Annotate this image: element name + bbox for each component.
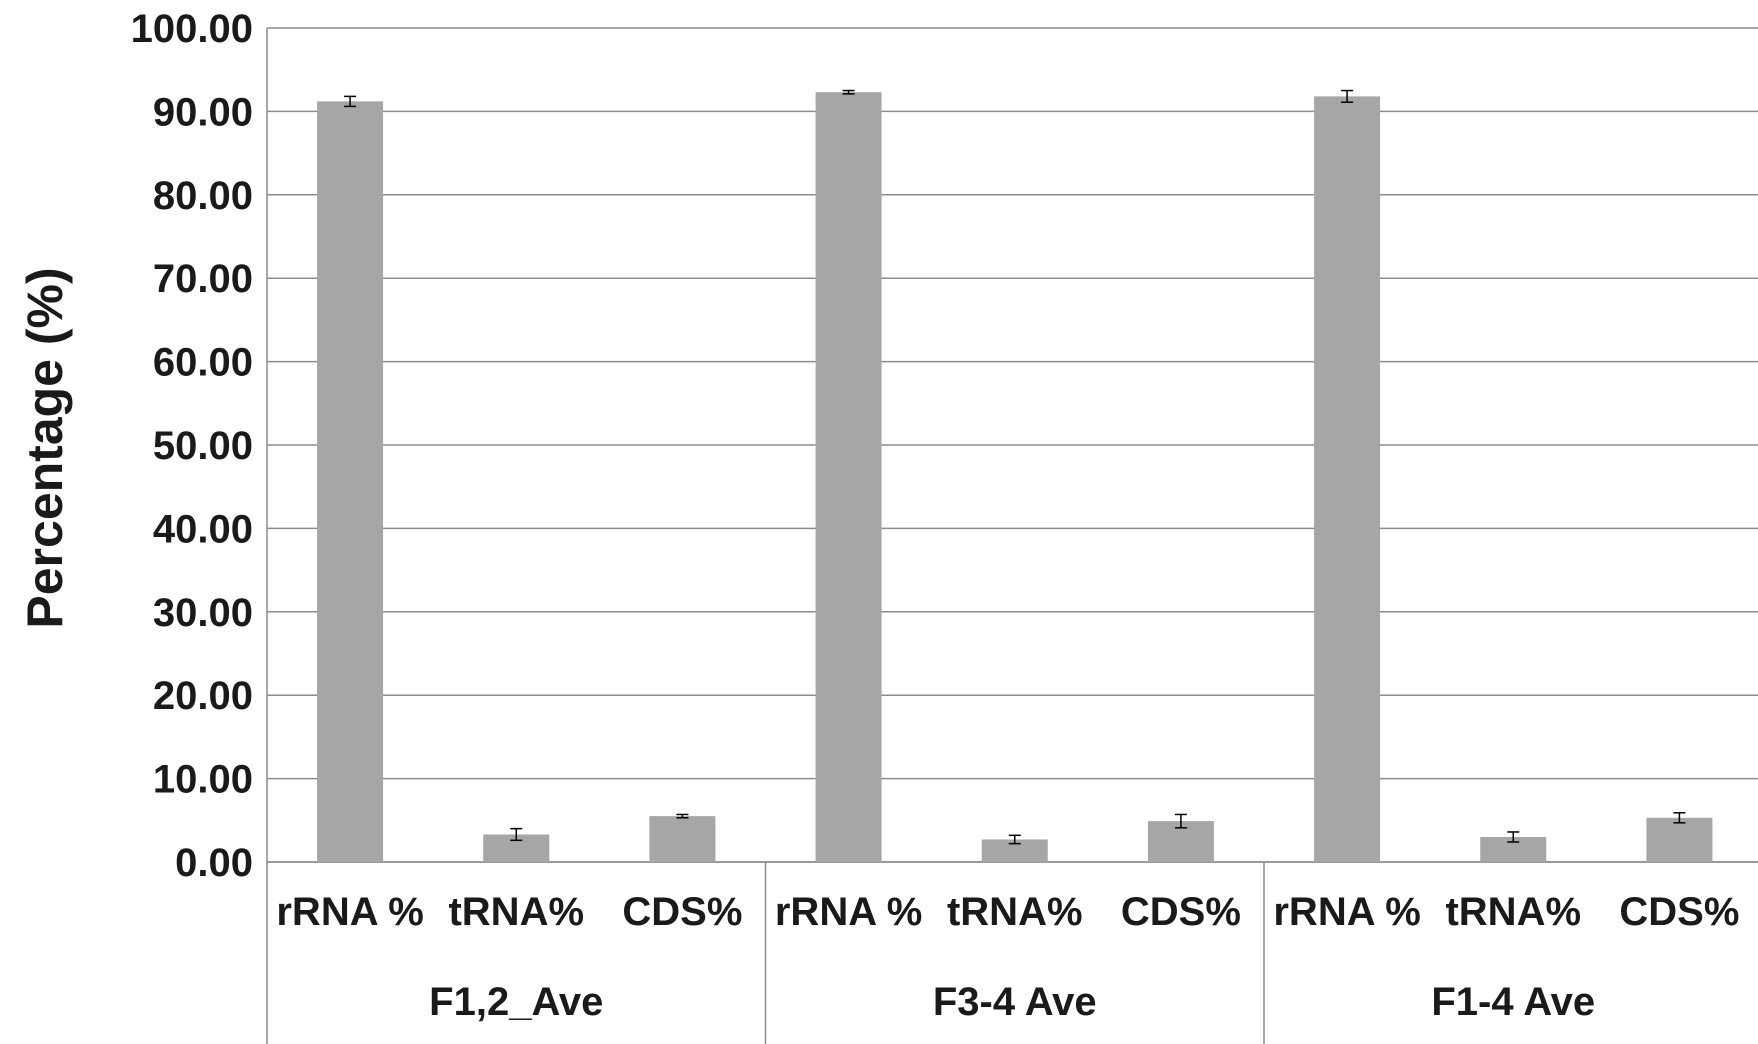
x-category-label: tRNA% — [1445, 890, 1581, 934]
y-tick-label: 0.00 — [175, 841, 253, 885]
y-tick-label: 20.00 — [153, 674, 253, 718]
y-tick-label: 40.00 — [153, 507, 253, 551]
x-category-label: CDS% — [1619, 890, 1739, 934]
bar — [649, 816, 716, 862]
x-category-label: tRNA% — [947, 890, 1083, 934]
bar — [1646, 817, 1713, 862]
bar — [1314, 96, 1381, 862]
y-tick-label: 60.00 — [153, 341, 253, 385]
x-group-label: F3-4 Ave — [933, 980, 1097, 1024]
x-group-label: F1-4 Ave — [1431, 980, 1595, 1024]
bars — [317, 92, 1713, 863]
y-tick-label: 100.00 — [131, 7, 253, 51]
y-tick-label: 70.00 — [153, 257, 253, 301]
bar — [815, 92, 882, 862]
x-category-label: tRNA% — [448, 890, 584, 934]
x-category-label: CDS% — [1121, 890, 1241, 934]
bar — [981, 839, 1048, 862]
x-category-label: rRNA % — [276, 890, 423, 934]
x-category-label: rRNA % — [775, 890, 922, 934]
y-tick-label: 10.00 — [153, 758, 253, 802]
error-bars — [344, 89, 1686, 845]
x-group-label: F1,2_Ave — [429, 980, 603, 1024]
y-tick-label: 90.00 — [153, 90, 253, 134]
y-tick-label: 30.00 — [153, 591, 253, 635]
x-category-label: rRNA % — [1273, 890, 1420, 934]
labels: 0.00 10.00 20.00 30.00 40.00 50.00 60.00 70.00 8… — [131, 7, 1740, 1024]
y-tick-label: 80.00 — [153, 174, 253, 218]
y-tick-label: 50.00 — [153, 424, 253, 468]
gridlines — [267, 27, 1758, 863]
bar — [317, 101, 384, 863]
x-category-label: CDS% — [622, 890, 742, 934]
y-axis-label: Percentage (%) — [17, 267, 73, 628]
